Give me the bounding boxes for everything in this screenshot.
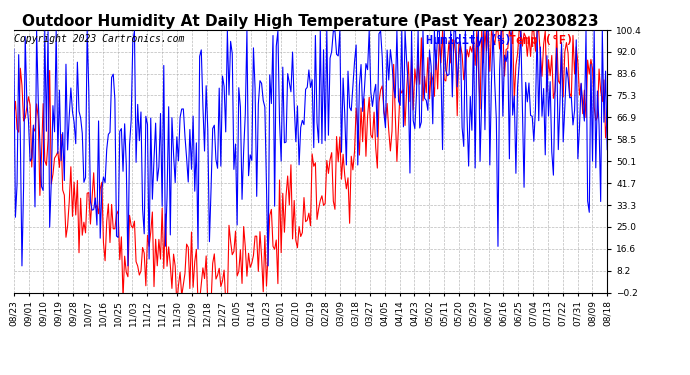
Text: Humidity (%): Humidity (%) (426, 34, 512, 47)
Text: Temp (°F): Temp (°F) (509, 34, 573, 47)
Title: Outdoor Humidity At Daily High Temperature (Past Year) 20230823: Outdoor Humidity At Daily High Temperatu… (22, 14, 599, 29)
Text: Copyright 2023 Cartronics.com: Copyright 2023 Cartronics.com (14, 34, 185, 44)
